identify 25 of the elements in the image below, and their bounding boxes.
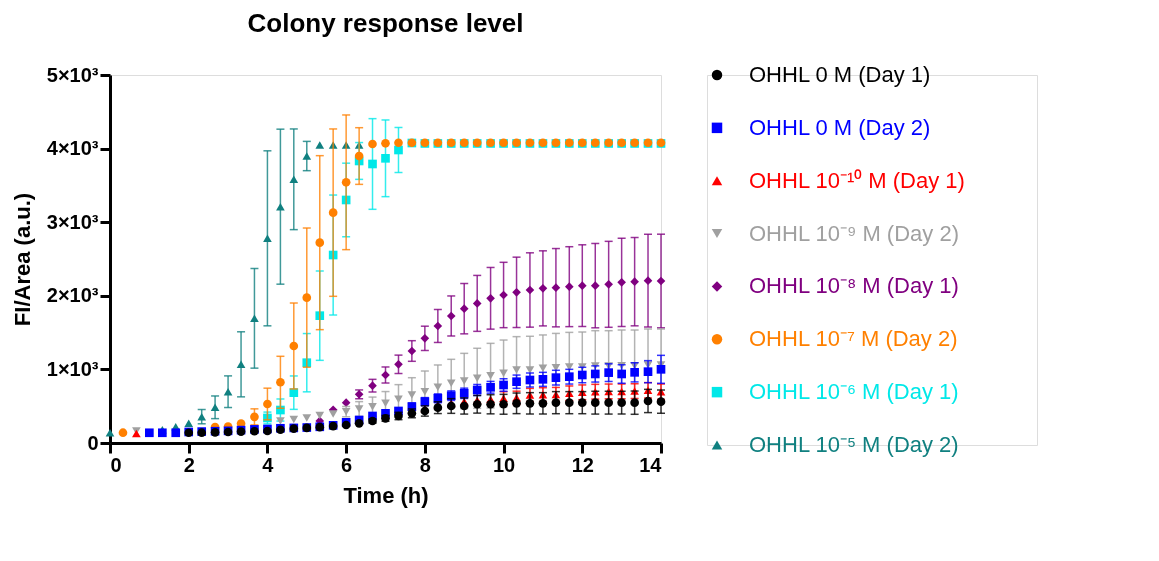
x-tick-label: 0 (110, 453, 122, 476)
x-axis-title: Time (h) (343, 482, 429, 508)
y-tick-label: 3×10³ (46, 210, 99, 233)
x-tick-label: 8 (419, 453, 431, 476)
y-tick-label: 1×10³ (46, 357, 99, 380)
legend-label: OHHL 10⁻⁶ M (Day 1) (749, 379, 959, 405)
legend-label: OHHL 0 M (Day 2) (749, 114, 931, 140)
x-tick-label: 2 (183, 453, 195, 476)
y-axis-title: FI/Area (a.u.) (9, 192, 35, 327)
x-tick-label: 10 (492, 453, 516, 476)
y-tick-label: 4×10³ (46, 137, 99, 160)
chart-title: Colony response level (247, 8, 524, 38)
legend-label: OHHL 0 M (Day 1) (749, 62, 931, 87)
legend-label: OHHL 10⁻⁹ M (Day 2) (749, 220, 959, 246)
legend-label: OHHL 10⁻⁷ M (Day 2) (749, 326, 958, 352)
legend-label: OHHL 10⁻⁸ M (Day 1) (749, 273, 959, 299)
y-tick-label: 0 (87, 431, 99, 454)
x-tick-label: 12 (571, 453, 594, 476)
y-tick-label: 5×10³ (46, 63, 99, 86)
y-tick-label: 2×10³ (46, 284, 99, 307)
legend-label: OHHL 10⁻⁵ M (Day 2) (749, 432, 959, 457)
legend-label: OHHL 10⁻¹⁰ M (Day 1) (749, 167, 965, 193)
x-tick-label: 4 (262, 453, 275, 476)
x-tick-label: 14 (639, 453, 663, 476)
x-tick-label: 6 (341, 453, 353, 476)
